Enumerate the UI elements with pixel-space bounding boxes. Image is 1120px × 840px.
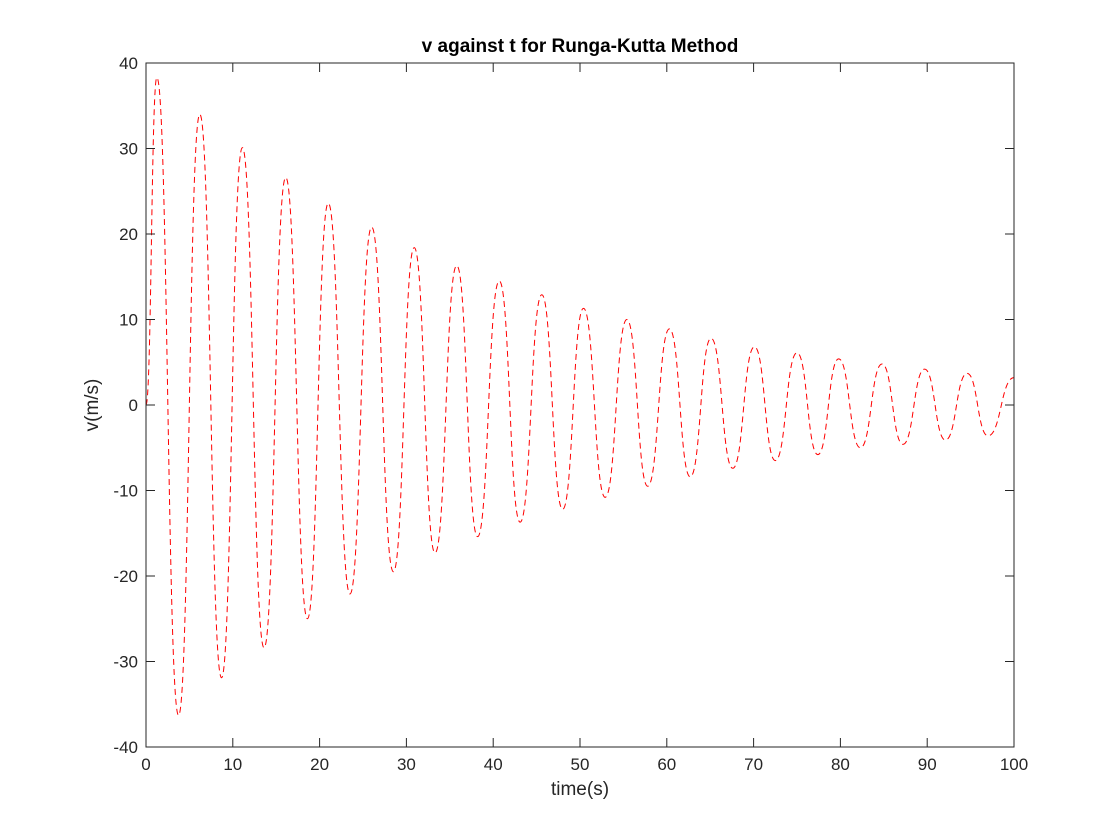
- x-tick-label: 30: [397, 755, 416, 774]
- series-layer: [145, 77, 1015, 716]
- data-point: [967, 373, 968, 374]
- data-point: [434, 552, 435, 553]
- data-point: [285, 177, 286, 178]
- x-tick-label: 40: [484, 755, 503, 774]
- y-tick-label: -20: [113, 567, 138, 586]
- data-point: [328, 203, 329, 204]
- plot-frame: [145, 62, 1015, 748]
- x-tick-label: 10: [223, 755, 242, 774]
- data-point: [796, 352, 797, 353]
- y-tick-label: 30: [119, 140, 138, 159]
- x-tick-label: 0: [141, 755, 150, 774]
- data-point: [562, 509, 563, 510]
- data-point: [626, 319, 627, 320]
- series-line: [145, 77, 1015, 716]
- y-tick-label: -40: [113, 738, 138, 757]
- x-axis-label: time(s): [551, 779, 609, 800]
- data-point: [499, 280, 500, 281]
- data-point: [732, 468, 733, 469]
- y-axis-label: v(m/s): [82, 379, 103, 432]
- y-tick-label: 10: [119, 311, 138, 330]
- data-point: [902, 444, 903, 445]
- data-point: [307, 618, 308, 619]
- data-point: [263, 647, 264, 648]
- data-point: [221, 677, 222, 678]
- y-tick-label: 40: [119, 54, 138, 73]
- data-point: [881, 363, 882, 364]
- data-point: [945, 439, 946, 440]
- y-tick-label: -30: [113, 653, 138, 672]
- data-point: [393, 571, 394, 572]
- x-tick-label: 60: [657, 755, 676, 774]
- data-point: [860, 447, 861, 448]
- data-point: [199, 114, 200, 115]
- x-tick-label: 20: [310, 755, 329, 774]
- data-point: [690, 476, 691, 477]
- x-tick-label: 50: [571, 755, 590, 774]
- data-point: [669, 328, 670, 329]
- data-point: [605, 497, 606, 498]
- data-point: [156, 77, 157, 78]
- y-tick-label: 20: [119, 225, 138, 244]
- data-point: [987, 435, 988, 436]
- data-point: [477, 536, 478, 537]
- data-point: [924, 368, 925, 369]
- data-point: [520, 522, 521, 523]
- data-point: [242, 147, 243, 148]
- plot-background: [146, 63, 1014, 747]
- data-point: [647, 486, 648, 487]
- chart-title: v against t for Runga-Kutta Method: [422, 36, 739, 57]
- x-tick-label: 70: [744, 755, 763, 774]
- data-point: [817, 454, 818, 455]
- data-point: [349, 593, 350, 594]
- data-point: [178, 715, 179, 716]
- data-point: [775, 460, 776, 461]
- data-point: [541, 294, 542, 295]
- data-point: [754, 346, 755, 347]
- y-tick-label: 0: [129, 396, 138, 415]
- data-point: [710, 338, 711, 339]
- data-point: [371, 227, 372, 228]
- data-point: [414, 247, 415, 248]
- ticks-layer: 0 10 20 30 40 50 60 70 80 90 100403020100-10-20-30…: [113, 54, 1028, 774]
- x-tick-label: 100: [1000, 755, 1028, 774]
- data-point: [583, 308, 584, 309]
- data-point: [838, 358, 839, 359]
- data-point: [456, 265, 457, 266]
- x-tick-label: 80: [831, 755, 850, 774]
- y-tick-label: -10: [113, 482, 138, 501]
- x-tick-label: 90: [918, 755, 937, 774]
